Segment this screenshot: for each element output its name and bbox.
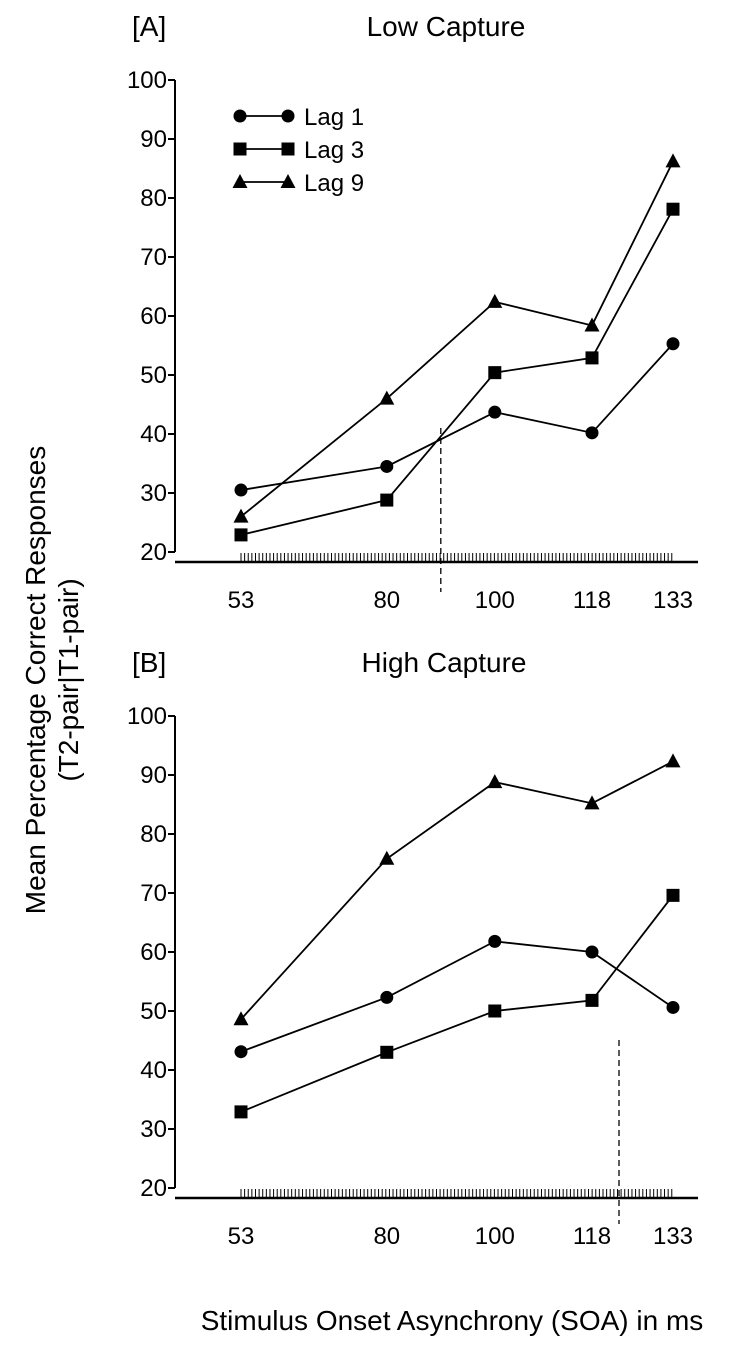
point-lag-3 [235, 528, 248, 541]
point-lag-1 [586, 946, 599, 959]
panel-label: [A] [132, 11, 166, 42]
y-tick-label: 70 [140, 880, 167, 907]
point-lag-3 [380, 1046, 393, 1059]
panel-label: [B] [132, 647, 166, 678]
point-lag-9 [487, 294, 502, 308]
y-tick-label: 30 [140, 1116, 167, 1143]
y-tick-label: 90 [140, 762, 167, 789]
panel-a: [A] Low Capture 20 30 40 50 60 70 80 90 100 53 80 100… [127, 11, 698, 614]
x-axis-title: Stimulus Onset Asynchrony (SOA) in ms [201, 1305, 704, 1336]
y-tick-label: 100 [127, 703, 167, 730]
panel-title: High Capture [362, 647, 527, 678]
point-lag-3 [235, 1105, 248, 1118]
point-lag-1 [488, 406, 501, 419]
point-lag-1 [586, 426, 599, 439]
point-lag-9 [487, 774, 502, 788]
y-tick-label: 80 [140, 185, 167, 212]
y-tick-label: 30 [140, 480, 167, 507]
legend-marker [234, 110, 247, 123]
x-tick-label: 53 [228, 587, 255, 614]
point-lag-1 [380, 460, 393, 473]
y-tick-label: 50 [140, 362, 167, 389]
y-tick-label: 40 [140, 421, 167, 448]
panel-title: Low Capture [367, 11, 526, 42]
point-lag-1 [667, 1001, 680, 1014]
x-minor-ticks [241, 1189, 672, 1198]
y-tick-label: 90 [140, 126, 167, 153]
point-lag-9 [666, 753, 681, 767]
series-line-lag-3 [241, 895, 673, 1112]
y-tick-label: 70 [140, 244, 167, 271]
y-tick-label: 50 [140, 998, 167, 1025]
point-lag-3 [488, 1005, 501, 1018]
series-line-lag-9 [241, 161, 673, 516]
legend-label: Lag 9 [304, 170, 364, 197]
point-lag-1 [667, 337, 680, 350]
y-tick-label: 20 [140, 539, 167, 566]
series-line-lag-3 [241, 209, 673, 535]
x-tick-label: 118 [573, 1223, 611, 1250]
legend-marker [281, 174, 296, 188]
legend-marker [233, 174, 248, 188]
point-lag-3 [380, 494, 393, 507]
point-lag-3 [586, 351, 599, 364]
x-tick-label: 80 [373, 1223, 400, 1250]
series-line-lag-1 [241, 941, 673, 1051]
y-tick-label: 40 [140, 1057, 167, 1084]
x-tick-label: 100 [475, 587, 515, 614]
panel-b: [B] High Capture 20 30 40 50 60 70 80 90 100 53 80 10… [127, 647, 698, 1250]
point-lag-1 [235, 484, 248, 497]
y-tick-label: 60 [140, 939, 167, 966]
y-axis-title-line1: Mean Percentage Correct Responses [20, 446, 51, 914]
point-lag-1 [488, 935, 501, 948]
x-tick-label: 53 [228, 1223, 255, 1250]
point-lag-1 [235, 1045, 248, 1058]
x-tick-label: 133 [653, 1223, 693, 1250]
point-lag-9 [379, 851, 394, 865]
x-tick-label: 118 [573, 587, 611, 614]
y-tick-label: 60 [140, 303, 167, 330]
legend-label: Lag 1 [304, 104, 364, 131]
y-tick-label: 100 [127, 67, 167, 94]
legend-marker [282, 110, 295, 123]
point-lag-3 [667, 889, 680, 902]
x-minor-ticks [241, 553, 672, 562]
y-tick-label: 20 [140, 1175, 167, 1202]
x-tick-label: 80 [373, 587, 400, 614]
point-lag-3 [586, 994, 599, 1007]
x-tick-label: 133 [653, 587, 693, 614]
legend-marker [282, 143, 295, 156]
point-lag-3 [667, 203, 680, 216]
point-lag-1 [380, 991, 393, 1004]
y-tick-label: 80 [140, 821, 167, 848]
point-lag-3 [488, 366, 501, 379]
legend-marker [234, 143, 247, 156]
point-lag-9 [234, 509, 249, 523]
y-axis-title-line2: (T2-pair|T1-pair) [53, 578, 84, 781]
point-lag-9 [666, 153, 681, 167]
legend-label: Lag 3 [304, 137, 364, 164]
x-tick-label: 100 [475, 1223, 515, 1250]
legend: Lag 1 Lag 3 Lag 9 [233, 104, 365, 197]
